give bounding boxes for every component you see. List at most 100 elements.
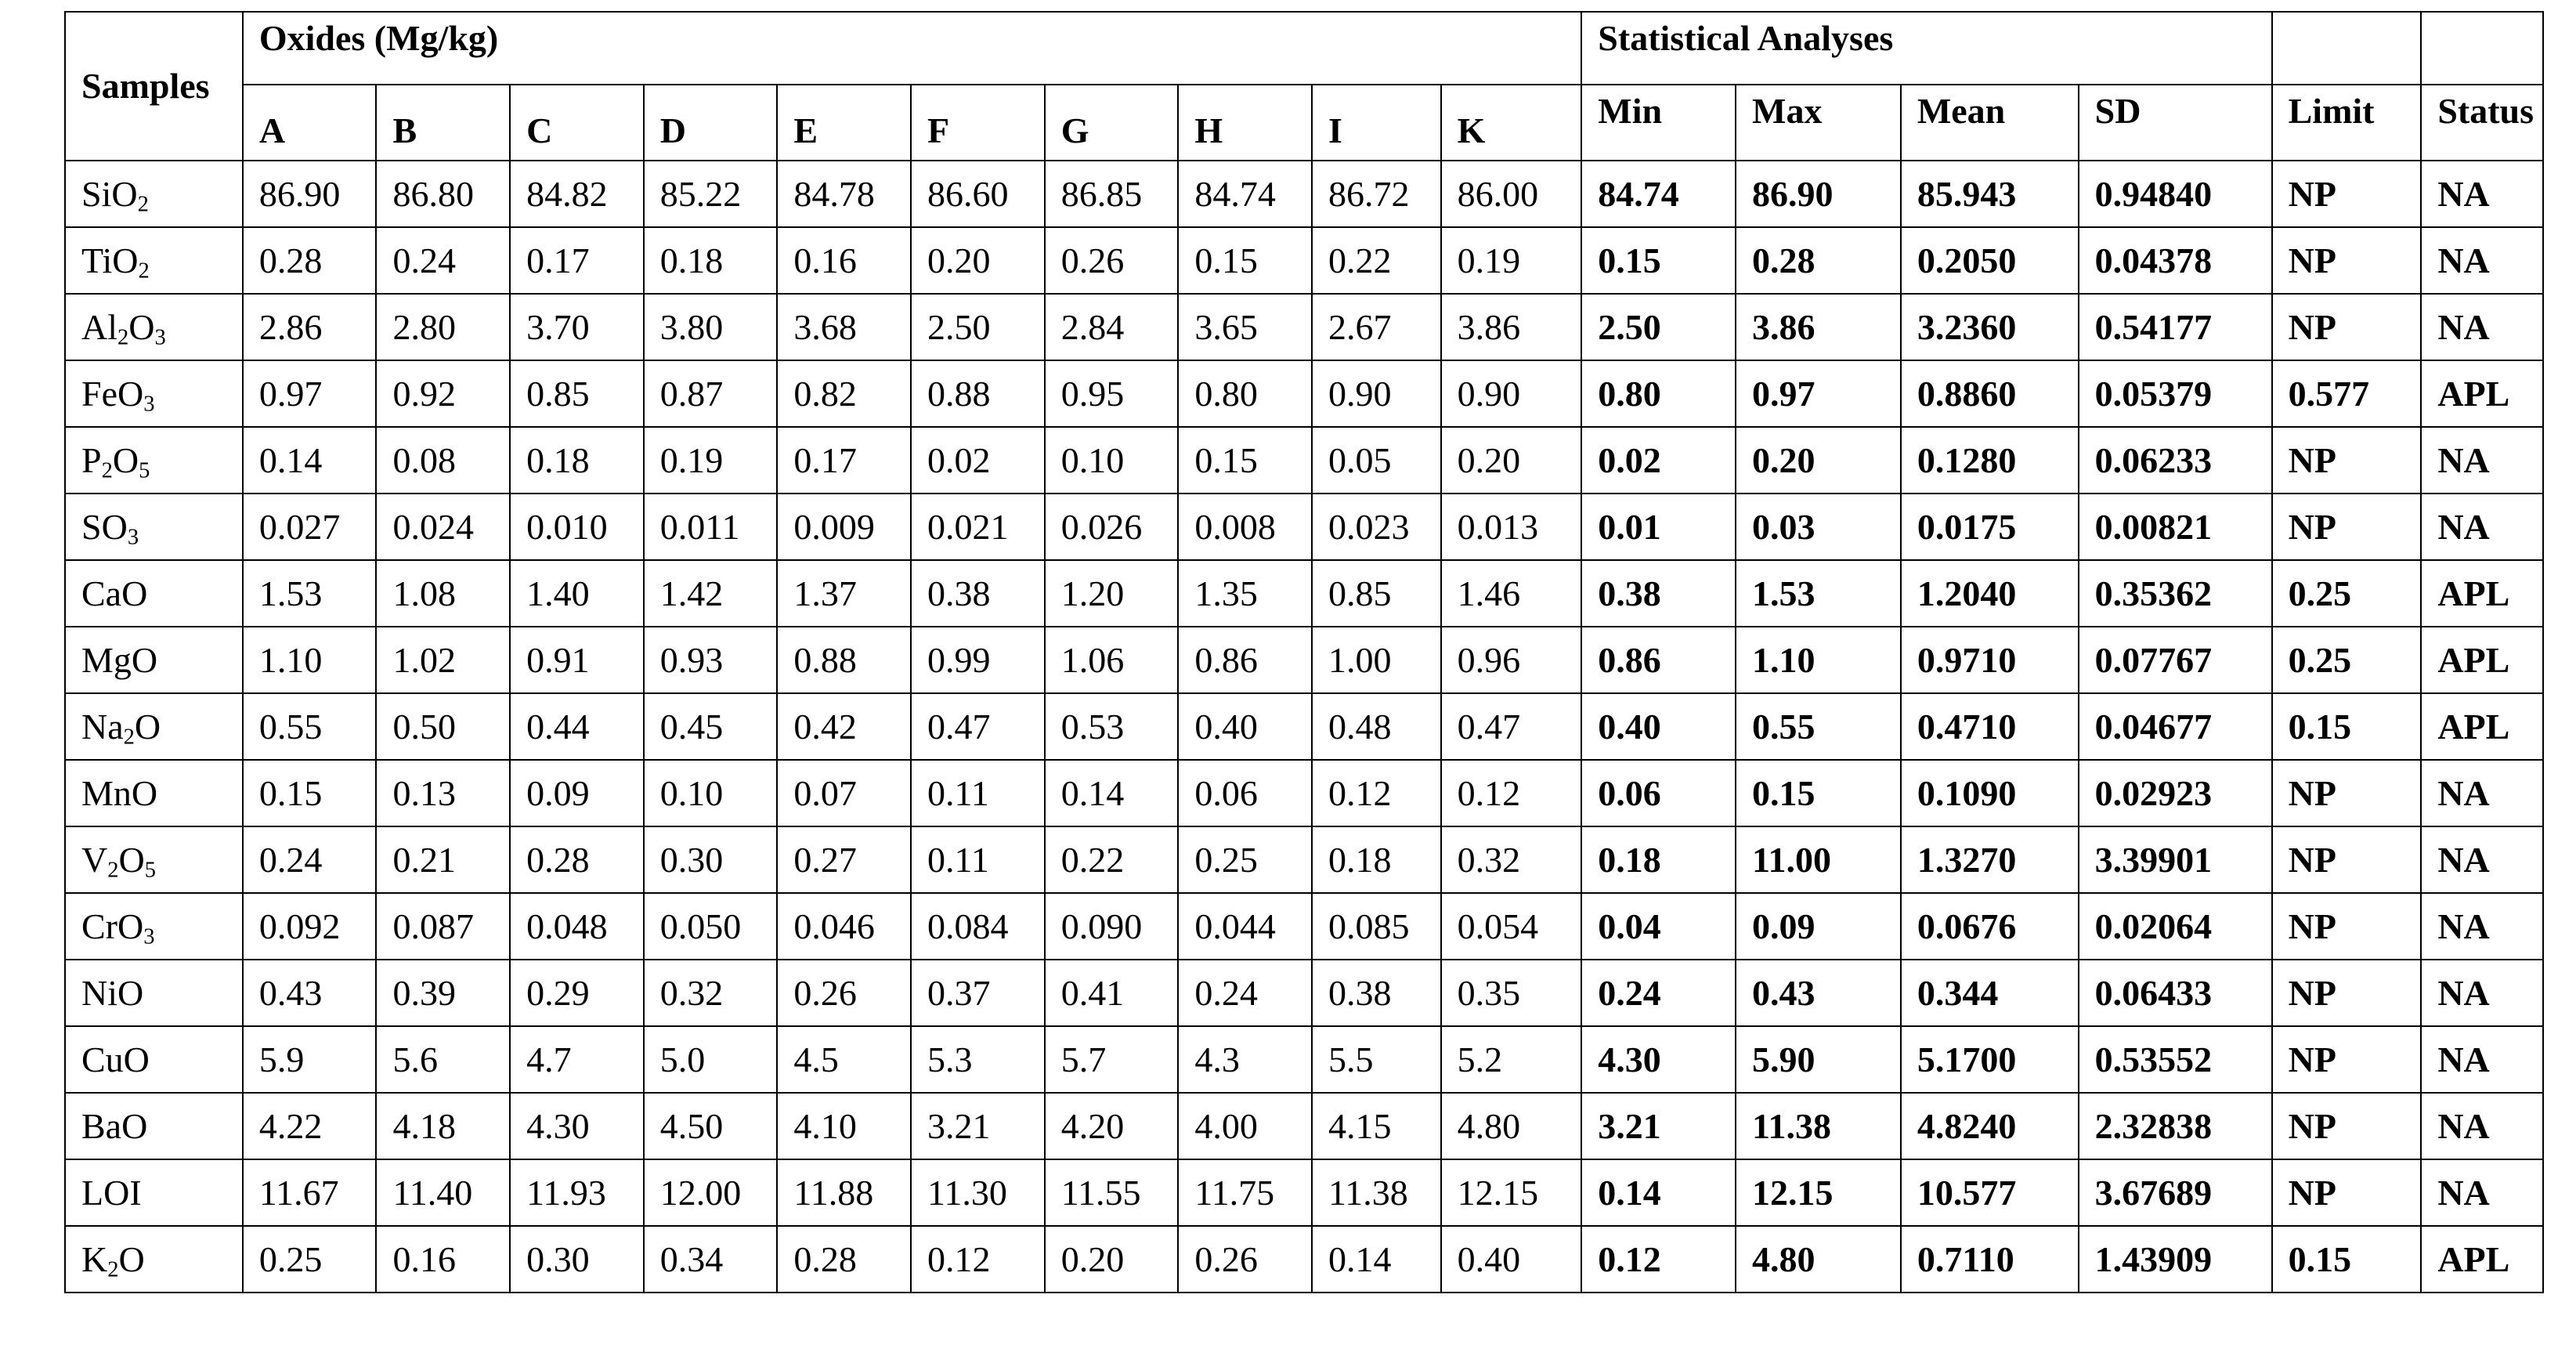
sample-value-cell: 1.20: [1043, 559, 1180, 627]
sample-value-cell: 3.68: [776, 293, 912, 361]
min-value-cell: 0.40: [1581, 692, 1737, 761]
sample-value-cell: 2.50: [910, 293, 1046, 361]
sample-value-cell: 0.15: [1177, 226, 1313, 295]
sample-value-cell: 4.3: [1177, 1025, 1313, 1094]
sample-value-cell: 1.40: [509, 559, 645, 627]
oxide-text: O: [128, 306, 155, 347]
oxide-text: TiO: [81, 240, 139, 280]
max-value-cell: 0.20: [1735, 426, 1902, 494]
table-row: CrO3 0.092 0.087 0.048 0.050 0.046 0.084 0.090 0…: [64, 892, 2544, 960]
max-value-cell: 12.15: [1735, 1159, 1902, 1227]
limit-value-cell: NP: [2271, 293, 2422, 361]
sample-value-cell: 84.82: [509, 160, 645, 228]
mean-value-cell: 0.1090: [1899, 759, 2079, 827]
status-value-cell: NA: [2420, 826, 2544, 894]
sd-value-cell: 0.35362: [2077, 559, 2273, 627]
sample-value-cell: 86.60: [910, 160, 1046, 228]
sample-value-cell: 0.85: [509, 360, 645, 428]
limit-value-cell: NP: [2271, 1159, 2422, 1227]
limit-value-cell: NP: [2271, 1025, 2422, 1094]
sample-value-cell: 0.90: [1310, 360, 1442, 428]
max-value-cell: 1.10: [1735, 626, 1902, 694]
oxide-name-cell: Al2O3: [64, 293, 244, 361]
oxide-name-cell: BaO: [64, 1092, 244, 1160]
min-value-cell: 0.15: [1581, 226, 1737, 295]
max-value-cell: 1.53: [1735, 559, 1902, 627]
sample-value-cell: 5.9: [241, 1025, 378, 1094]
sample-value-cell: 0.45: [642, 692, 779, 761]
sample-value-cell: 0.95: [1043, 360, 1180, 428]
sample-value-cell: 0.92: [375, 360, 511, 428]
mean-value-cell: 1.2040: [1899, 559, 2079, 627]
sample-value-cell: 1.42: [642, 559, 779, 627]
table-row: NiO 0.43 0.39 0.29 0.32 0.26 0.37 0.41 0.24 0.38 0…: [64, 959, 2544, 1027]
limit-value-cell: NP: [2271, 826, 2422, 894]
status-value-cell: NA: [2420, 892, 2544, 960]
sample-value-cell: 0.30: [642, 826, 779, 894]
min-value-cell: 0.86: [1581, 626, 1737, 694]
status-value-cell: NA: [2420, 493, 2544, 561]
sample-value-cell: 0.10: [642, 759, 779, 827]
sample-value-cell: 86.80: [375, 160, 511, 228]
sample-value-cell: 11.75: [1177, 1159, 1313, 1227]
sample-value-cell: 0.24: [1177, 959, 1313, 1027]
sd-value-cell: 0.06233: [2077, 426, 2273, 494]
sample-value-cell: 0.91: [509, 626, 645, 694]
oxide-subscript: 2: [123, 724, 135, 749]
sample-value-cell: 0.013: [1440, 493, 1583, 561]
oxide-name-cell: K2O: [64, 1225, 244, 1293]
sample-value-cell: 1.46: [1440, 559, 1583, 627]
limit-value-cell: NP: [2271, 959, 2422, 1027]
max-value-cell: 0.15: [1735, 759, 1902, 827]
sample-value-cell: 0.21: [375, 826, 511, 894]
col-header-sample: I: [1310, 84, 1442, 161]
oxide-name-cell: TiO2: [64, 226, 244, 295]
sample-value-cell: 0.14: [241, 426, 378, 494]
sample-value-cell: 0.087: [375, 892, 511, 960]
sample-value-cell: 5.7: [1043, 1025, 1180, 1094]
oxide-subscript: 3: [154, 324, 166, 349]
sample-value-cell: 0.20: [1440, 426, 1583, 494]
mean-value-cell: 10.577: [1899, 1159, 2079, 1227]
table-row: LOI 11.67 11.40 11.93 12.00 11.88 11.30 11.55 11…: [64, 1159, 2544, 1227]
sample-value-cell: 0.28: [776, 1225, 912, 1293]
oxide-subscript: 2: [107, 1256, 119, 1282]
sample-value-cell: 0.17: [509, 226, 645, 295]
sample-value-cell: 0.10: [1043, 426, 1180, 494]
sample-value-cell: 0.008: [1177, 493, 1313, 561]
sample-value-cell: 4.18: [375, 1092, 511, 1160]
sample-value-cell: 0.32: [642, 959, 779, 1027]
oxide-name-cell: SO3: [64, 493, 244, 561]
oxide-subscript: 3: [143, 924, 155, 949]
sd-value-cell: 0.05379: [2077, 360, 2273, 428]
min-value-cell: 2.50: [1581, 293, 1737, 361]
sample-value-cell: 2.67: [1310, 293, 1442, 361]
max-value-cell: 5.90: [1735, 1025, 1902, 1094]
min-value-cell: 0.01: [1581, 493, 1737, 561]
oxides-statistics-table: Samples Oxides (Mg/kg) Statistical Analy…: [64, 11, 2544, 1293]
status-value-cell: NA: [2420, 759, 2544, 827]
min-value-cell: 0.12: [1581, 1225, 1737, 1293]
sample-value-cell: 0.024: [375, 493, 511, 561]
col-header-sample: E: [776, 84, 912, 161]
status-value-cell: NA: [2420, 959, 2544, 1027]
oxide-subscript: 2: [137, 191, 149, 216]
sample-value-cell: 0.048: [509, 892, 645, 960]
sample-value-cell: 0.011: [642, 493, 779, 561]
mean-value-cell: 1.3270: [1899, 826, 2079, 894]
sd-value-cell: 0.07767: [2077, 626, 2273, 694]
sample-value-cell: 12.00: [642, 1159, 779, 1227]
sample-value-cell: 4.5: [776, 1025, 912, 1094]
sample-value-cell: 3.70: [509, 293, 645, 361]
sample-value-cell: 0.80: [1177, 360, 1313, 428]
limit-value-cell: 0.577: [2271, 360, 2422, 428]
mean-value-cell: 0.0676: [1899, 892, 2079, 960]
oxide-name-cell: CrO3: [64, 892, 244, 960]
oxide-name-cell: CaO: [64, 559, 244, 627]
min-value-cell: 3.21: [1581, 1092, 1737, 1160]
min-value-cell: 4.30: [1581, 1025, 1737, 1094]
mean-value-cell: 0.0175: [1899, 493, 2079, 561]
status-value-cell: APL: [2420, 1225, 2544, 1293]
sample-value-cell: 0.93: [642, 626, 779, 694]
table-row: SiO2 86.90 86.80 84.82 85.22 84.78 86.60 86.85 8…: [64, 160, 2544, 228]
